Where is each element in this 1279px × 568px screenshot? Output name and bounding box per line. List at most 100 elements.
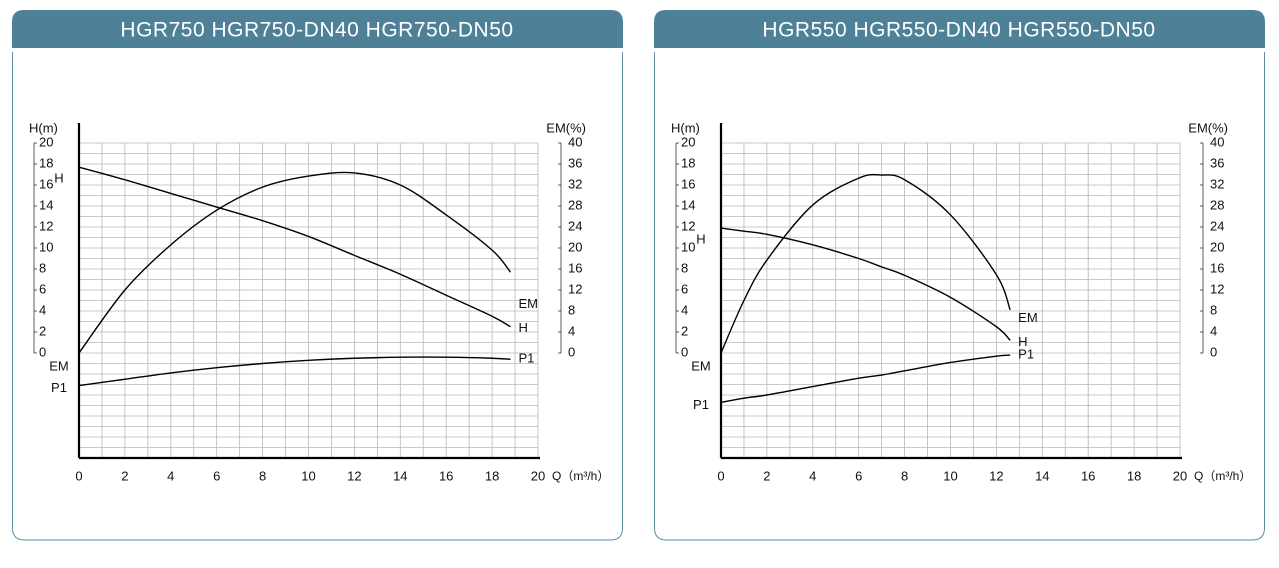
y-tick-label: 8 bbox=[39, 260, 46, 275]
y-tick-label: 4 bbox=[681, 302, 688, 317]
x-tick-label: 12 bbox=[347, 468, 361, 483]
y2-tick-label: 24 bbox=[1210, 218, 1224, 233]
x-tick-label: 2 bbox=[121, 468, 128, 483]
x-tick-label: 16 bbox=[439, 468, 453, 483]
y2-tick-label: 12 bbox=[1210, 281, 1224, 296]
series-line bbox=[78, 166, 511, 328]
series-label: H bbox=[696, 231, 705, 246]
x-tick-label: 10 bbox=[943, 468, 957, 483]
y-tick-label: 16 bbox=[681, 176, 695, 191]
series-label: EM bbox=[49, 358, 69, 373]
x-tick-label: 12 bbox=[989, 468, 1003, 483]
y2-axis-title: EM(%) bbox=[1188, 120, 1228, 135]
y-tick-label: 6 bbox=[681, 281, 688, 296]
x-tick-label: 2 bbox=[763, 468, 770, 483]
y2-tick-label: 36 bbox=[1210, 155, 1224, 170]
y-axis-title: H(m) bbox=[671, 120, 700, 135]
x-tick-label: 0 bbox=[75, 468, 82, 483]
series-line bbox=[720, 227, 1011, 341]
y-tick-label: 12 bbox=[681, 218, 695, 233]
y-axis-title: H(m) bbox=[29, 120, 58, 135]
x-tick-label: 18 bbox=[1127, 468, 1141, 483]
series-label: P1 bbox=[51, 380, 67, 395]
panel-header bbox=[654, 10, 1265, 48]
y-tick-label: 20 bbox=[681, 134, 695, 149]
y-tick-label: 20 bbox=[39, 134, 53, 149]
y-tick-label: 14 bbox=[39, 197, 53, 212]
y-tick-label: 4 bbox=[39, 302, 46, 317]
y2-tick-label: 20 bbox=[568, 239, 582, 254]
y2-tick-label: 36 bbox=[568, 155, 582, 170]
y2-tick-label: 32 bbox=[1210, 176, 1224, 191]
series-label: P1 bbox=[1018, 347, 1034, 362]
series-line bbox=[720, 354, 1011, 404]
x-tick-label: 14 bbox=[393, 468, 407, 483]
y-tick-label: 10 bbox=[39, 239, 53, 254]
y-tick-label: 0 bbox=[681, 344, 688, 359]
y-tick-label: 0 bbox=[39, 344, 46, 359]
x-tick-label: 20 bbox=[1173, 468, 1187, 483]
x-tick-label: 20 bbox=[531, 468, 545, 483]
series-line bbox=[720, 173, 1011, 354]
y2-tick-label: 32 bbox=[568, 176, 582, 191]
x-tick-label: 14 bbox=[1035, 468, 1049, 483]
y2-tick-label: 40 bbox=[1210, 134, 1224, 149]
x-tick-label: 18 bbox=[485, 468, 499, 483]
y-tick-label: 14 bbox=[681, 197, 695, 212]
y-tick-label: 16 bbox=[39, 176, 53, 191]
y2-tick-label: 0 bbox=[1210, 344, 1217, 359]
series-label: EM bbox=[518, 296, 538, 311]
x-tick-label: 6 bbox=[213, 468, 220, 483]
y-tick-label: 2 bbox=[681, 323, 688, 338]
y-tick-label: 10 bbox=[681, 239, 695, 254]
series-label: EM bbox=[1018, 310, 1037, 325]
y-tick-label: 6 bbox=[39, 281, 46, 296]
series-label: P1 bbox=[518, 351, 534, 366]
y-tick-label: 2 bbox=[39, 323, 46, 338]
x-tick-label: 4 bbox=[809, 468, 816, 483]
x-tick-label: 8 bbox=[901, 468, 908, 483]
y-tick-label: 18 bbox=[39, 155, 53, 170]
y-tick-label: 12 bbox=[39, 218, 53, 233]
y2-tick-label: 4 bbox=[568, 323, 575, 338]
y2-tick-label: 40 bbox=[568, 134, 582, 149]
y2-tick-label: 28 bbox=[1210, 197, 1224, 212]
y2-tick-label: 12 bbox=[568, 281, 582, 296]
chart-title: HGR550 HGR550-DN40 HGR550-DN50 bbox=[762, 19, 1155, 42]
y2-tick-label: 8 bbox=[1210, 302, 1217, 317]
y2-tick-label: 28 bbox=[568, 197, 582, 212]
series-label: H bbox=[54, 171, 63, 186]
series-label: H bbox=[518, 320, 527, 335]
series-label: P1 bbox=[693, 397, 709, 412]
y-tick-label: 18 bbox=[681, 155, 695, 170]
y-tick-label: 8 bbox=[681, 260, 688, 275]
x-tick-label: 4 bbox=[167, 468, 174, 483]
panel-header bbox=[12, 10, 623, 48]
y2-tick-label: 4 bbox=[1210, 323, 1217, 338]
x-tick-label: 8 bbox=[259, 468, 266, 483]
series-label: H bbox=[1018, 334, 1027, 349]
series-line bbox=[78, 356, 511, 387]
y2-tick-label: 16 bbox=[1210, 260, 1224, 275]
x-tick-label: 0 bbox=[717, 468, 724, 483]
x-tick-label: 6 bbox=[855, 468, 862, 483]
panel bbox=[12, 52, 623, 541]
series-line bbox=[78, 171, 512, 354]
x-tick-label: 16 bbox=[1081, 468, 1095, 483]
y2-tick-label: 16 bbox=[568, 260, 582, 275]
y2-tick-label: 8 bbox=[568, 302, 575, 317]
x-tick-label: 10 bbox=[301, 468, 315, 483]
x-axis-title: Q（m³/h） bbox=[552, 469, 609, 483]
y2-tick-label: 20 bbox=[1210, 239, 1224, 254]
y2-tick-label: 24 bbox=[568, 218, 582, 233]
y2-tick-label: 0 bbox=[568, 344, 575, 359]
panel bbox=[654, 52, 1265, 541]
series-label: EM bbox=[691, 358, 711, 373]
y2-axis-title: EM(%) bbox=[546, 120, 586, 135]
chart-title: HGR750 HGR750-DN40 HGR750-DN50 bbox=[120, 19, 513, 42]
x-axis-title: Q（m³/h） bbox=[1194, 469, 1251, 483]
